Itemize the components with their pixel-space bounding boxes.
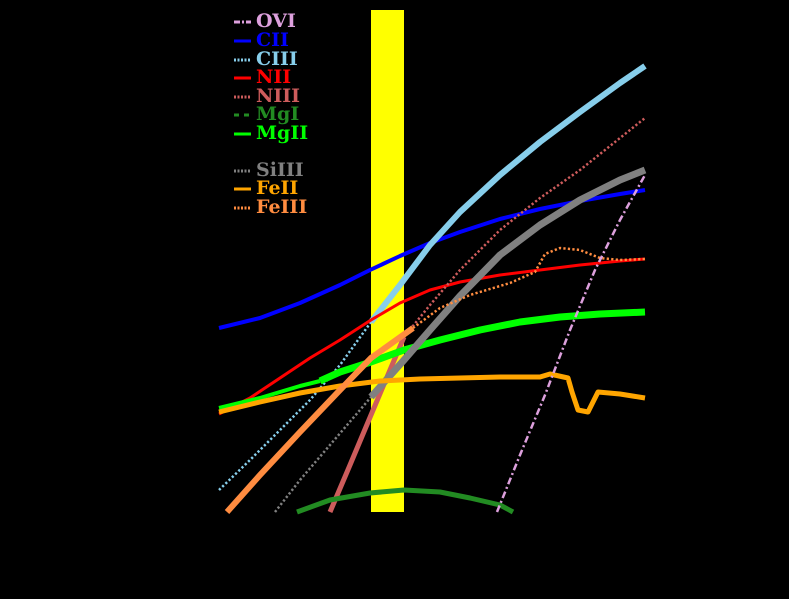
series-siiii (274, 166, 647, 513)
series-feii (218, 371, 646, 415)
legend-label-feii: FeII (256, 177, 298, 199)
series-line-feiii (224, 325, 415, 514)
legend-label-mgii: MgII (256, 122, 308, 144)
series-line-mgii (318, 308, 646, 385)
series-nii (218, 257, 646, 416)
series-line-feii (218, 371, 646, 415)
legend-label-ovi: OVI (256, 10, 296, 32)
legend-label-siiii: SiIII (256, 159, 304, 181)
series-line-feiii (412, 246, 646, 330)
legend-label-nii: NII (256, 66, 291, 88)
series-line-mgii (218, 379, 321, 410)
series-line-mgi (296, 487, 515, 515)
legend-label-ciii: CIII (256, 48, 298, 70)
series-line-siiii (274, 396, 372, 513)
legend-label-mgi: MgI (256, 103, 299, 125)
series-line-niii (327, 336, 407, 513)
series-line-nii (218, 257, 646, 416)
series-feiii (224, 246, 646, 514)
series-layer (218, 63, 647, 515)
legend-label-feiii: FeIII (256, 196, 307, 218)
series-mgii (218, 308, 646, 410)
series-line-siiii (368, 166, 647, 400)
series-ciii (218, 63, 647, 491)
series-niii (327, 117, 646, 513)
series-mgi (296, 487, 515, 515)
legend-label-niii: NIII (256, 85, 300, 107)
legend-label-cii: CII (256, 29, 289, 51)
series-line-ciii (368, 63, 647, 324)
